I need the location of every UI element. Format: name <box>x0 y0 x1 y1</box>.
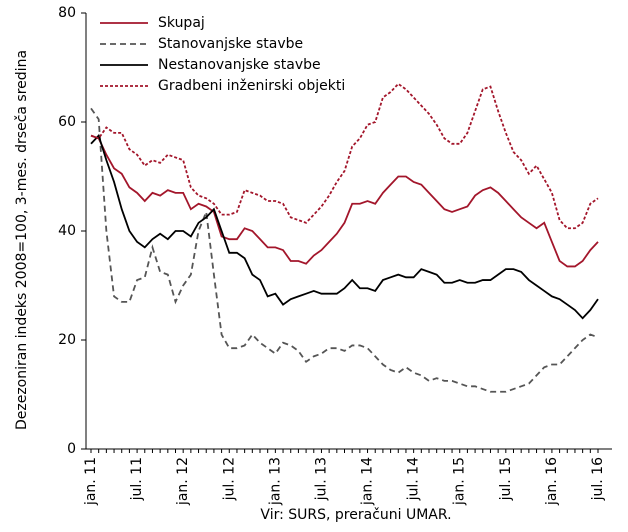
series-line <box>90 82 599 230</box>
legend-box <box>96 12 376 98</box>
x-tick-label: jan. 16 <box>544 457 560 506</box>
source: Vir: SURS, preračuni UMAR. <box>260 507 451 523</box>
legend-label: Gradbeni inženirski objekti <box>158 78 345 94</box>
x-tick-label: jan. 11 <box>83 457 99 506</box>
y-tick-label: 0 <box>67 441 76 457</box>
x-tick-label: jul. 13 <box>313 457 329 501</box>
x-tick-label: jul. 15 <box>498 457 514 501</box>
y-tick-label: 60 <box>58 114 76 130</box>
x-tick-label: jul. 16 <box>590 457 606 501</box>
series-line <box>90 134 599 268</box>
x-tick-label: jul. 14 <box>406 457 422 501</box>
x-tick-label: jan. 15 <box>452 457 468 506</box>
legend-label: Stanovanjske stavbe <box>158 36 303 52</box>
y-tick-label: 40 <box>58 223 76 239</box>
x-tick-label: jan. 14 <box>360 457 376 506</box>
y-tick-label: 80 <box>58 5 76 21</box>
series-line <box>90 107 599 393</box>
series-line <box>90 133 599 320</box>
legend-label: Skupaj <box>158 15 205 31</box>
y-axis-label: Dezezoniran indeks 2008=100, 3-mes. drse… <box>14 50 30 430</box>
x-tick-label: jul. 12 <box>221 457 237 501</box>
legend-label: Nestanovanjske stavbe <box>158 57 321 73</box>
x-tick-label: jul. 11 <box>129 457 145 501</box>
x-tick-label: jan. 13 <box>267 457 283 506</box>
x-tick-label: jan. 12 <box>175 457 191 506</box>
y-tick-label: 20 <box>58 332 76 348</box>
